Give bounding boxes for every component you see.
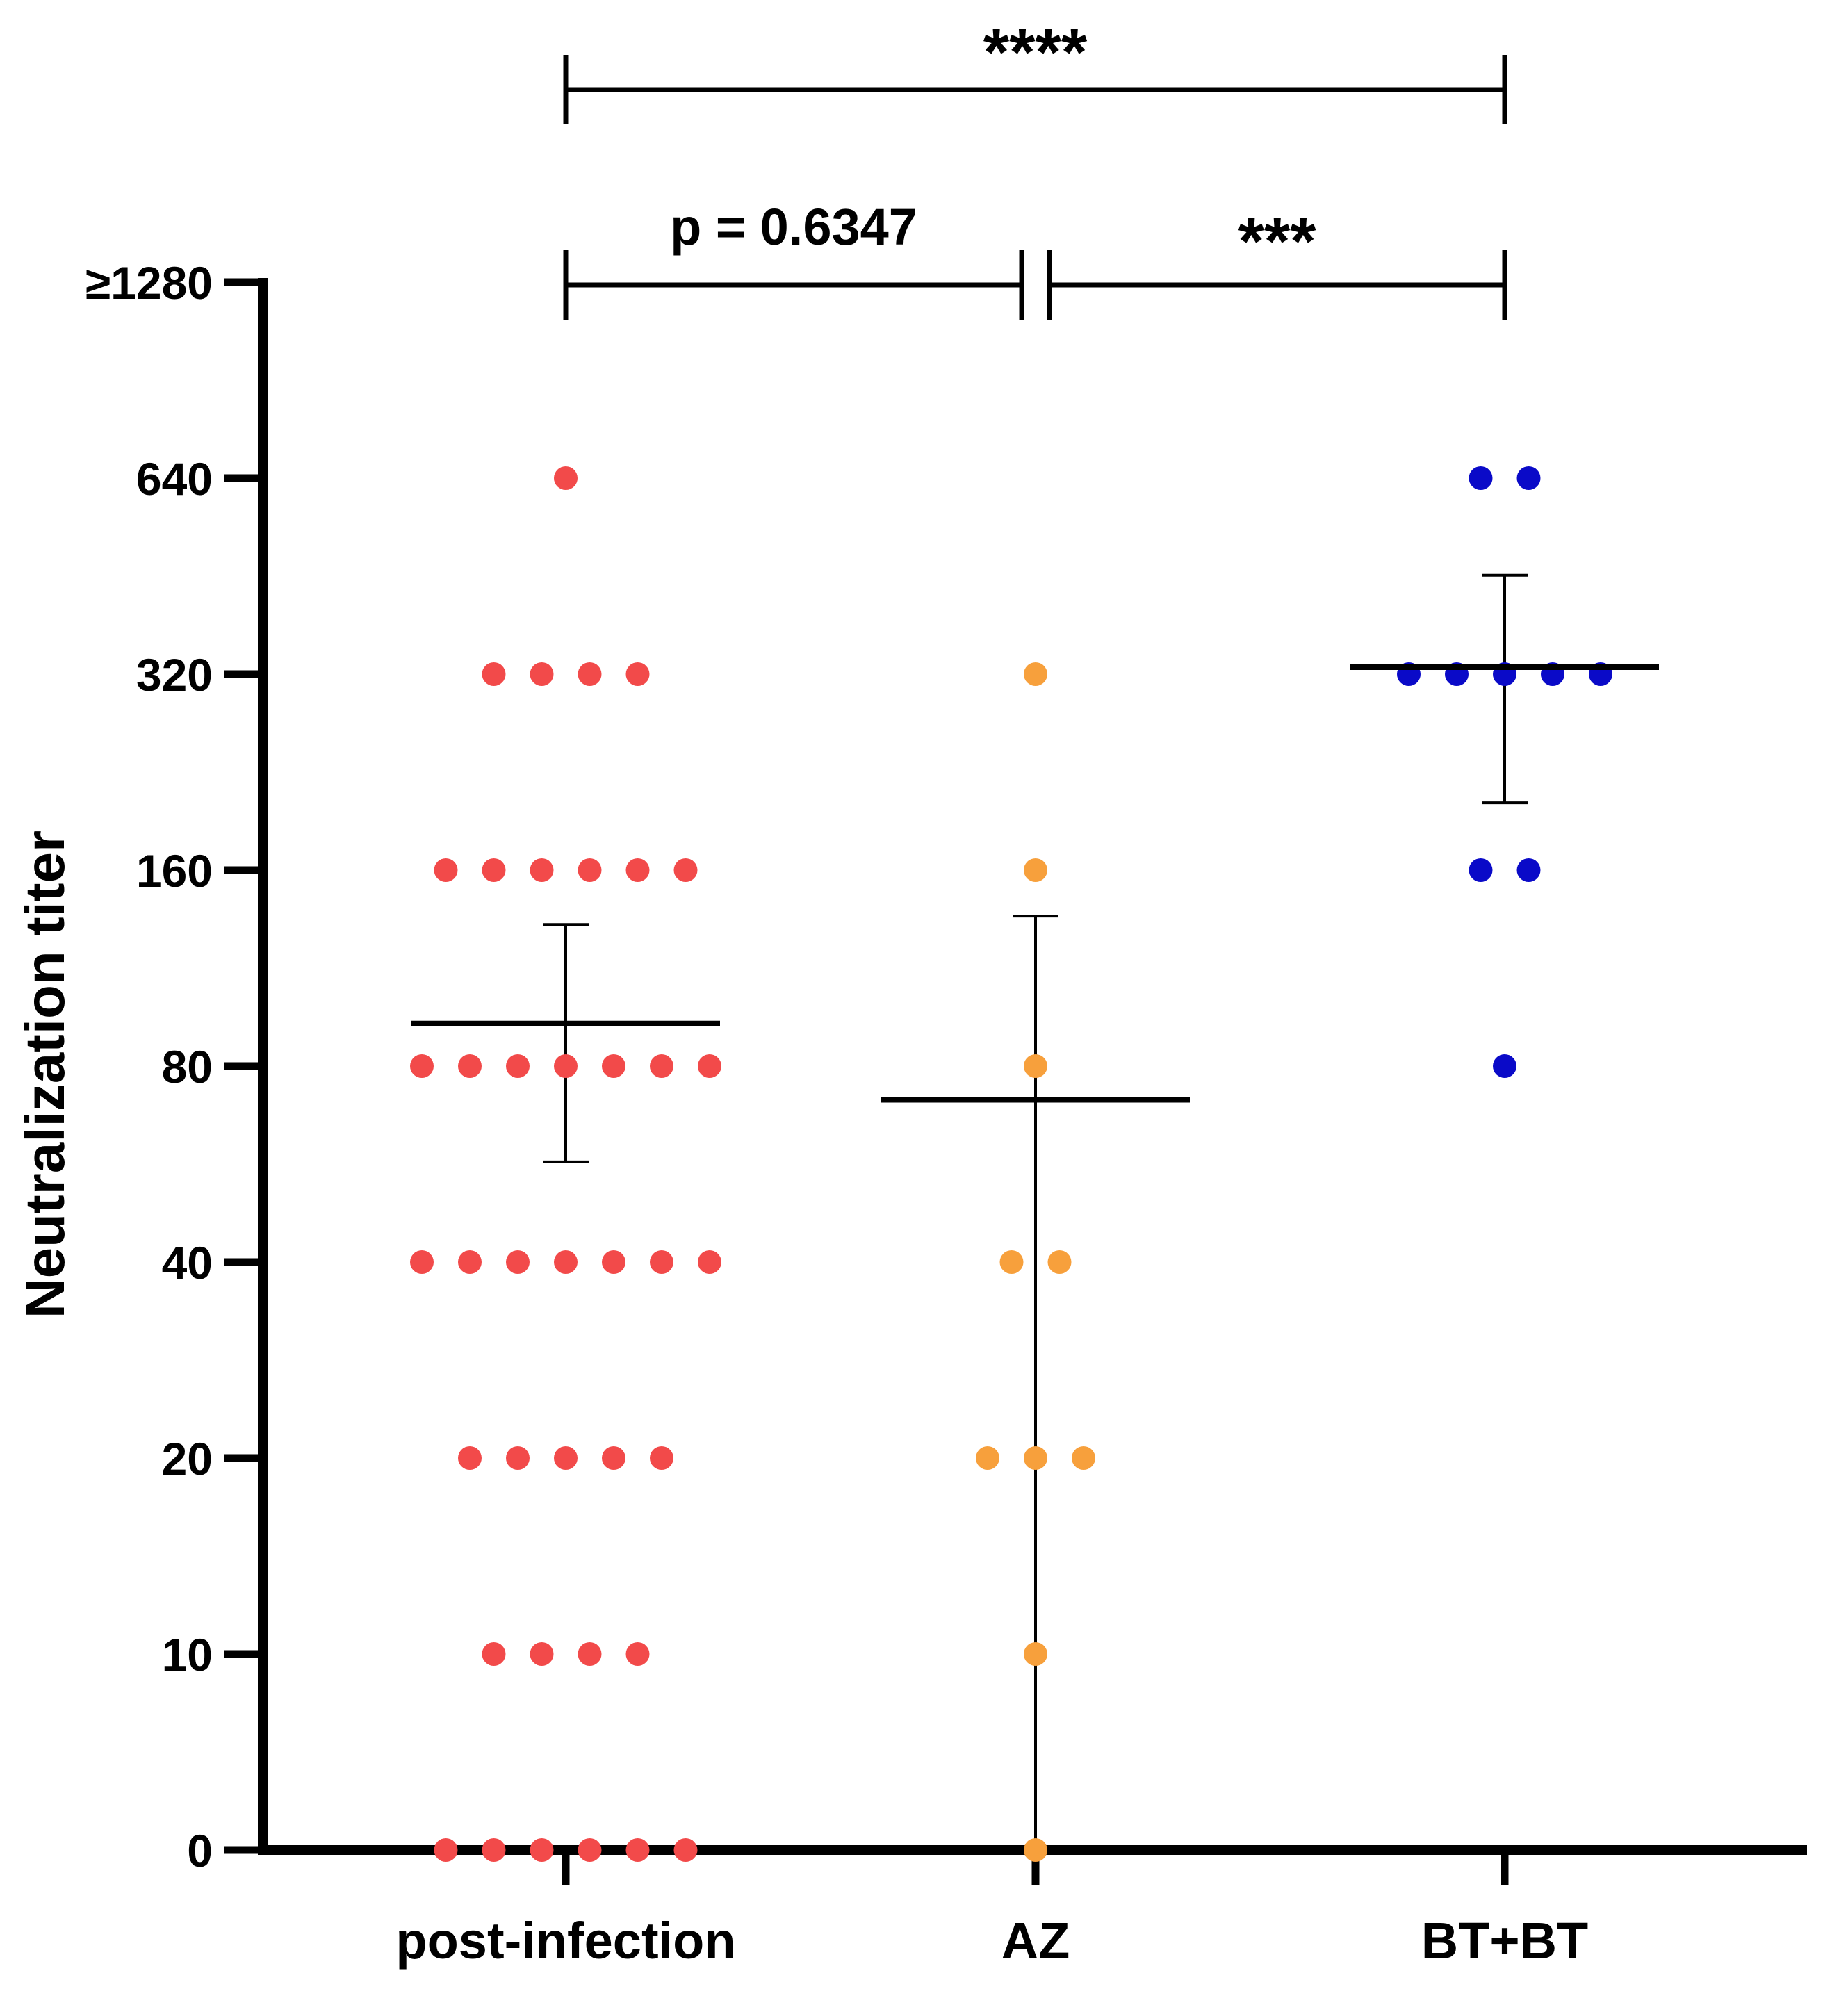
data-point	[602, 1054, 625, 1078]
data-point	[434, 1838, 458, 1862]
data-point	[1516, 858, 1541, 882]
data-point	[410, 1054, 434, 1078]
data-point	[976, 1446, 999, 1470]
y-tick-label: 640	[136, 453, 213, 505]
data-point	[1024, 858, 1047, 882]
data-point	[625, 1642, 650, 1666]
data-point	[602, 1250, 625, 1274]
x-tick-label: AZ	[1001, 1912, 1070, 1970]
data-point	[625, 1838, 650, 1862]
y-tick-label: 320	[136, 649, 213, 701]
data-point	[1469, 858, 1493, 882]
data-point	[999, 1250, 1024, 1274]
x-tick-label: post-infection	[395, 1912, 735, 1970]
sig-label: ****	[983, 15, 1088, 90]
data-point	[506, 1446, 530, 1470]
data-point	[578, 858, 602, 882]
data-point	[482, 1642, 506, 1666]
data-point	[482, 1838, 506, 1862]
y-tick-label: ≥1280	[85, 257, 213, 309]
x-tick-label: BT+BT	[1421, 1912, 1589, 1970]
y-tick-label: 20	[162, 1433, 213, 1484]
y-tick-label: 160	[136, 845, 213, 897]
data-point	[1493, 1054, 1516, 1078]
data-point	[650, 1446, 673, 1470]
data-point	[554, 1054, 578, 1078]
data-point	[554, 1446, 578, 1470]
data-point	[578, 1838, 602, 1862]
data-point	[482, 858, 506, 882]
sig-label: ***	[1238, 204, 1316, 279]
data-point	[1469, 466, 1493, 490]
data-point	[530, 1642, 554, 1666]
data-point	[625, 858, 650, 882]
y-tick-label: 40	[162, 1237, 213, 1288]
y-tick-label: 10	[162, 1629, 213, 1680]
data-point	[1047, 1250, 1072, 1274]
data-point	[1516, 466, 1541, 490]
data-point	[1024, 1446, 1047, 1470]
data-point	[530, 858, 554, 882]
data-point	[673, 858, 698, 882]
data-point	[673, 1838, 698, 1862]
data-point	[698, 1054, 721, 1078]
sig-label: p = 0.6347	[670, 198, 917, 256]
data-point	[578, 1642, 602, 1666]
data-point	[1024, 1054, 1047, 1078]
data-point	[458, 1446, 482, 1470]
data-point	[458, 1054, 482, 1078]
data-point	[506, 1054, 530, 1078]
data-point	[625, 662, 650, 686]
data-point	[578, 662, 602, 686]
data-point	[482, 662, 506, 686]
data-point	[1024, 662, 1047, 686]
y-tick-label: 0	[187, 1825, 213, 1876]
data-point	[530, 1838, 554, 1862]
data-point	[554, 1250, 578, 1274]
data-point	[650, 1250, 673, 1274]
data-point	[650, 1054, 673, 1078]
data-point	[530, 662, 554, 686]
y-tick-label: 80	[162, 1041, 213, 1092]
data-point	[410, 1250, 434, 1274]
data-point	[1072, 1446, 1095, 1470]
data-point	[1024, 1838, 1047, 1862]
data-point	[602, 1446, 625, 1470]
data-point	[506, 1250, 530, 1274]
data-point	[554, 466, 578, 490]
data-point	[434, 858, 458, 882]
data-point	[698, 1250, 721, 1274]
y-axis-title: Neutralization titer	[14, 830, 76, 1318]
data-point	[458, 1250, 482, 1274]
data-point	[1024, 1642, 1047, 1666]
